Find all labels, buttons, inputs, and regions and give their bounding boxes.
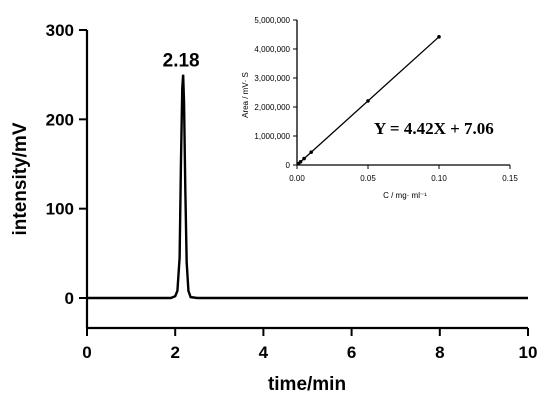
calibration-point <box>366 99 370 103</box>
calibration-point <box>298 160 303 164</box>
main-x-tick-label: 0 <box>82 343 91 362</box>
inset-y-tick-label: 4,000,000 <box>254 45 290 54</box>
inset-x-tick-label: 0.00 <box>289 174 305 183</box>
main-ticks <box>79 29 529 336</box>
chromatogram-trace <box>87 74 528 300</box>
main-x-axis-title: time/min <box>268 374 346 395</box>
inset-y-axis-title: Area / mV· S <box>241 72 250 118</box>
main-x-tick-label: 10 <box>519 343 538 362</box>
calibration-point <box>302 156 306 161</box>
calibration-point <box>309 150 314 154</box>
regression-equation: Y = 4.42X + 7.06 <box>374 119 494 138</box>
inset-x-axis-title: C / mg· ml⁻¹ <box>383 191 427 200</box>
main-x-tick-label: 8 <box>435 343 444 362</box>
inset-y-tick-label: 5,000,000 <box>254 16 290 25</box>
peak-label: 2.18 <box>163 51 200 72</box>
inset-ticks <box>293 19 511 169</box>
main-y-axis-title: intensity/mV <box>10 122 31 235</box>
calibration-inset: 0.00 0.05 0.10 0.15 0 1,000,000 2,000,000 3,000… <box>241 16 518 200</box>
inset-y-tick-label: 3,000,000 <box>254 74 290 83</box>
main-y-tick-label: 200 <box>46 110 74 129</box>
main-x-tick-label: 6 <box>347 343 356 362</box>
main-x-tick-label: 4 <box>259 343 269 362</box>
main-x-tick-label: 2 <box>170 343 179 362</box>
inset-y-tick-label: 0 <box>286 161 291 170</box>
inset-y-tick-label: 1,000,000 <box>254 132 290 141</box>
inset-y-tick-label: 2,000,000 <box>254 103 290 112</box>
main-y-tick-label: 100 <box>46 200 74 219</box>
inset-tick-labels: 0.00 0.05 0.10 0.15 0 1,000,000 2,000,000 3,000… <box>254 16 518 183</box>
main-y-tick-label: 300 <box>46 21 74 40</box>
calibration-points <box>296 35 441 166</box>
main-y-tick-label: 0 <box>65 289 74 308</box>
inset-x-tick-label: 0.15 <box>502 174 518 183</box>
inset-x-tick-label: 0.05 <box>360 174 376 183</box>
inset-x-tick-label: 0.10 <box>431 174 447 183</box>
calibration-point <box>437 35 441 39</box>
